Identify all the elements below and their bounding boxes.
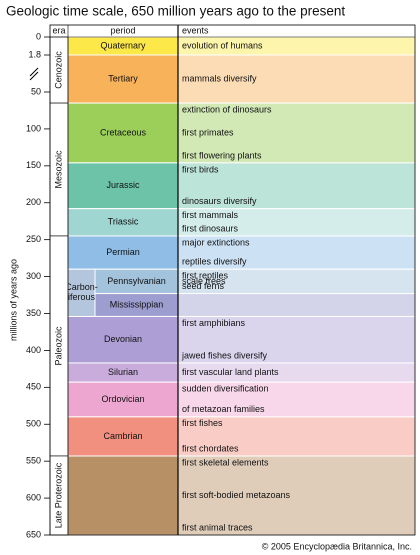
event: seed ferns (182, 281, 225, 291)
event: first reptiles (182, 271, 229, 281)
period-cell (67, 162, 179, 210)
period-name: Quaternary (100, 40, 146, 50)
event: first chordates (182, 443, 239, 453)
event: major extinctions (182, 237, 250, 247)
event: extinction of dinosaurs (182, 104, 272, 114)
period-name: Ordovician (101, 394, 144, 404)
carboniferous-label: iferous (68, 292, 96, 302)
tick-label: 150 (26, 160, 41, 170)
event: reptiles diversify (182, 257, 247, 267)
event: first amphibians (182, 318, 246, 328)
axis-label: millions of years ago (8, 259, 18, 341)
period-name: Silurian (108, 367, 138, 377)
event: first vascular land plants (182, 367, 279, 377)
period-name: Jurassic (106, 180, 140, 190)
events-cell (177, 293, 416, 317)
tick-label: 450 (26, 382, 41, 392)
tick-label: 500 (26, 419, 41, 429)
period-cell (67, 416, 179, 457)
period-cell (67, 455, 179, 536)
tick-label: 400 (26, 345, 41, 355)
copyright: © 2005 Encyclopædia Britannica, Inc. (262, 541, 412, 551)
carboniferous-cell (67, 268, 96, 317)
axis-break (29, 67, 39, 81)
events-cell (177, 416, 416, 457)
era-name: Mesozoic (53, 150, 63, 189)
tick-label: 250 (26, 234, 41, 244)
event: evolution of humans (182, 40, 263, 50)
tick-label: 600 (26, 492, 41, 502)
tick-label: 350 (26, 308, 41, 318)
event: dinosaurs diversify (182, 196, 257, 206)
event: first dinosaurs (182, 223, 239, 233)
event: jawed fishes diversify (181, 350, 268, 360)
period-name: Triassic (108, 217, 139, 227)
period-name: Devonian (104, 334, 142, 344)
tick-label: 650 (26, 529, 41, 539)
tick-label: 550 (26, 456, 41, 466)
period-name: Permian (106, 247, 140, 257)
event: first fishes (182, 418, 223, 428)
event: first primates (182, 127, 234, 137)
event: first soft-bodied metazoans (182, 490, 291, 500)
event: first birds (182, 164, 219, 174)
era-name: Cenozoic (53, 51, 63, 89)
period-name: Tertiary (108, 73, 138, 83)
events-cell (177, 162, 416, 210)
period-name: Pennsylvanian (107, 276, 166, 286)
period-name: Cambrian (103, 431, 142, 441)
events-cell (177, 455, 416, 536)
header-period: period (110, 25, 135, 35)
header-era: era (52, 25, 65, 35)
era-name: Late Proterozoic (53, 462, 63, 528)
tick-label: 1.8 (28, 49, 41, 59)
period-name: Mississippian (110, 299, 164, 309)
tick-label: 100 (26, 123, 41, 133)
event: first skeletal elements (182, 457, 269, 467)
event: mammals diversify (182, 73, 257, 83)
tick-label: 300 (26, 271, 41, 281)
tick-label: 200 (26, 197, 41, 207)
carboniferous-label: Carbon- (65, 282, 98, 292)
events-cell (177, 102, 416, 164)
events-cell (177, 268, 416, 295)
header-events: events (182, 25, 209, 35)
tick-label: 50 (31, 86, 41, 96)
events-cell (177, 235, 416, 270)
title: Geologic time scale, 650 million years a… (6, 4, 345, 19)
period-name: Cretaceous (100, 127, 147, 137)
event: first mammals (182, 210, 238, 220)
event: sudden diversification (182, 384, 269, 394)
period-cell (67, 381, 179, 418)
event: scale trees (182, 276, 226, 286)
tick-label: 0 (36, 31, 41, 41)
frame (49, 24, 416, 536)
events-cell (177, 208, 416, 237)
era-name: Paleozoic (53, 326, 63, 366)
event: first flowering plants (182, 150, 262, 160)
event: first animal traces (182, 522, 253, 532)
period-cell (67, 208, 179, 237)
event: of metazoan families (182, 404, 265, 414)
